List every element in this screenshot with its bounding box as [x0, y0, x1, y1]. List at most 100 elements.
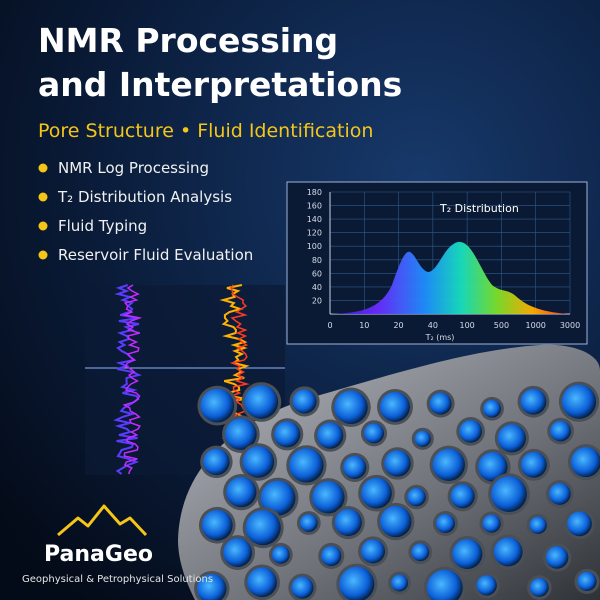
pore	[414, 430, 431, 447]
chart-title: T₂ Distribution	[439, 202, 519, 215]
pore	[380, 505, 412, 538]
pore	[274, 421, 301, 448]
pore	[363, 423, 385, 444]
title-line: and Interpretations	[38, 65, 402, 104]
bullet-text: NMR Log Processing	[58, 159, 209, 177]
bullet-text: T₂ Distribution Analysis	[57, 188, 232, 206]
pore	[292, 389, 317, 414]
pore	[312, 481, 345, 514]
pore	[520, 388, 547, 415]
logo-name: PanaGeo	[44, 542, 153, 567]
chart-panel	[286, 181, 588, 345]
pore	[459, 419, 483, 443]
pore	[201, 509, 233, 541]
pore	[426, 569, 463, 600]
y-tick-label: 100	[307, 242, 322, 251]
pore	[483, 399, 501, 418]
pore	[432, 448, 465, 482]
logo-mountains	[57, 504, 148, 537]
pore	[567, 511, 592, 537]
bullet-text: Fluid Typing	[58, 217, 147, 235]
t2-curve	[330, 241, 568, 314]
pore	[289, 448, 324, 483]
logo-tagline: Geophysical & Petrophysical Solutions	[22, 574, 213, 585]
t2-chart: 180 160 140 120 100 80 60 40 20 0 10 20 40 100 500 1000…	[286, 181, 588, 345]
y-tick-label: 20	[312, 296, 322, 305]
pore	[545, 546, 569, 569]
y-tick-label: 40	[312, 283, 322, 292]
pore	[244, 385, 279, 419]
pore	[577, 571, 597, 592]
pore	[482, 514, 501, 533]
pore	[225, 418, 257, 450]
pore	[380, 391, 410, 422]
pore	[271, 545, 290, 564]
pore	[200, 388, 235, 423]
pore	[452, 538, 483, 569]
pore	[226, 476, 257, 508]
pore	[317, 422, 344, 449]
subtitle: Pore Structure • Fluid Identification	[38, 120, 373, 142]
pore	[493, 537, 523, 567]
pore	[245, 510, 281, 546]
x-tick-label: 40	[428, 321, 438, 330]
y-tick-label: 80	[312, 256, 322, 265]
y-tick-label: 160	[307, 202, 322, 211]
pore	[242, 446, 275, 478]
x-tick-label: 20	[393, 321, 403, 330]
pore	[550, 420, 571, 442]
bullet-list: NMR Log Processing T₂ Distribution Analys…	[38, 159, 253, 264]
pore	[260, 480, 296, 516]
pore	[450, 484, 475, 509]
y-tick-label: 180	[307, 188, 322, 197]
pore	[197, 574, 227, 600]
pore	[384, 450, 411, 477]
pore	[407, 487, 426, 507]
bullet-dot	[38, 250, 48, 260]
pore	[343, 455, 367, 480]
pore	[361, 539, 386, 564]
x-axis-label: T₂ (ms)	[425, 333, 455, 342]
pore	[334, 508, 362, 537]
pore	[429, 392, 452, 415]
y-tick-label: 140	[307, 215, 322, 224]
chart-grid: 180 160 140 120 100 80 60 40 20 0 10 20 40 100 500 1000…	[307, 188, 580, 330]
pore	[299, 514, 318, 532]
x-tick-label: 500	[494, 321, 509, 330]
pore	[561, 384, 597, 419]
bullet-dot	[38, 192, 48, 202]
title-line: NMR Processing	[38, 21, 338, 60]
pore	[530, 578, 549, 597]
x-tick-label: 100	[460, 321, 475, 330]
bullet-dot	[38, 163, 48, 173]
bullet-text: Reservoir Fluid Evaluation	[58, 246, 253, 264]
pore	[436, 514, 455, 533]
pore	[361, 477, 392, 509]
pore	[497, 424, 526, 453]
pore	[529, 516, 547, 534]
pore	[520, 451, 547, 478]
pore	[247, 567, 277, 598]
pore	[491, 476, 527, 512]
x-tick-label: 0	[327, 321, 332, 330]
bullet-dot	[38, 221, 48, 231]
pore	[411, 543, 430, 562]
y-tick-label: 120	[307, 229, 322, 238]
rock-sample	[178, 344, 600, 600]
pore	[548, 483, 571, 505]
pore	[334, 390, 368, 425]
x-tick-label: 1000	[526, 321, 546, 330]
pore	[476, 575, 497, 596]
pore	[203, 448, 230, 476]
y-tick-label: 60	[312, 269, 322, 278]
logo: PanaGeo Geophysical & Petrophysical Solu…	[22, 504, 213, 585]
pore	[339, 566, 375, 600]
pore	[321, 545, 342, 567]
x-tick-label: 3000	[560, 321, 580, 330]
pore	[478, 452, 508, 482]
pore	[291, 576, 314, 599]
pore	[570, 447, 600, 478]
log-curve	[122, 284, 143, 475]
